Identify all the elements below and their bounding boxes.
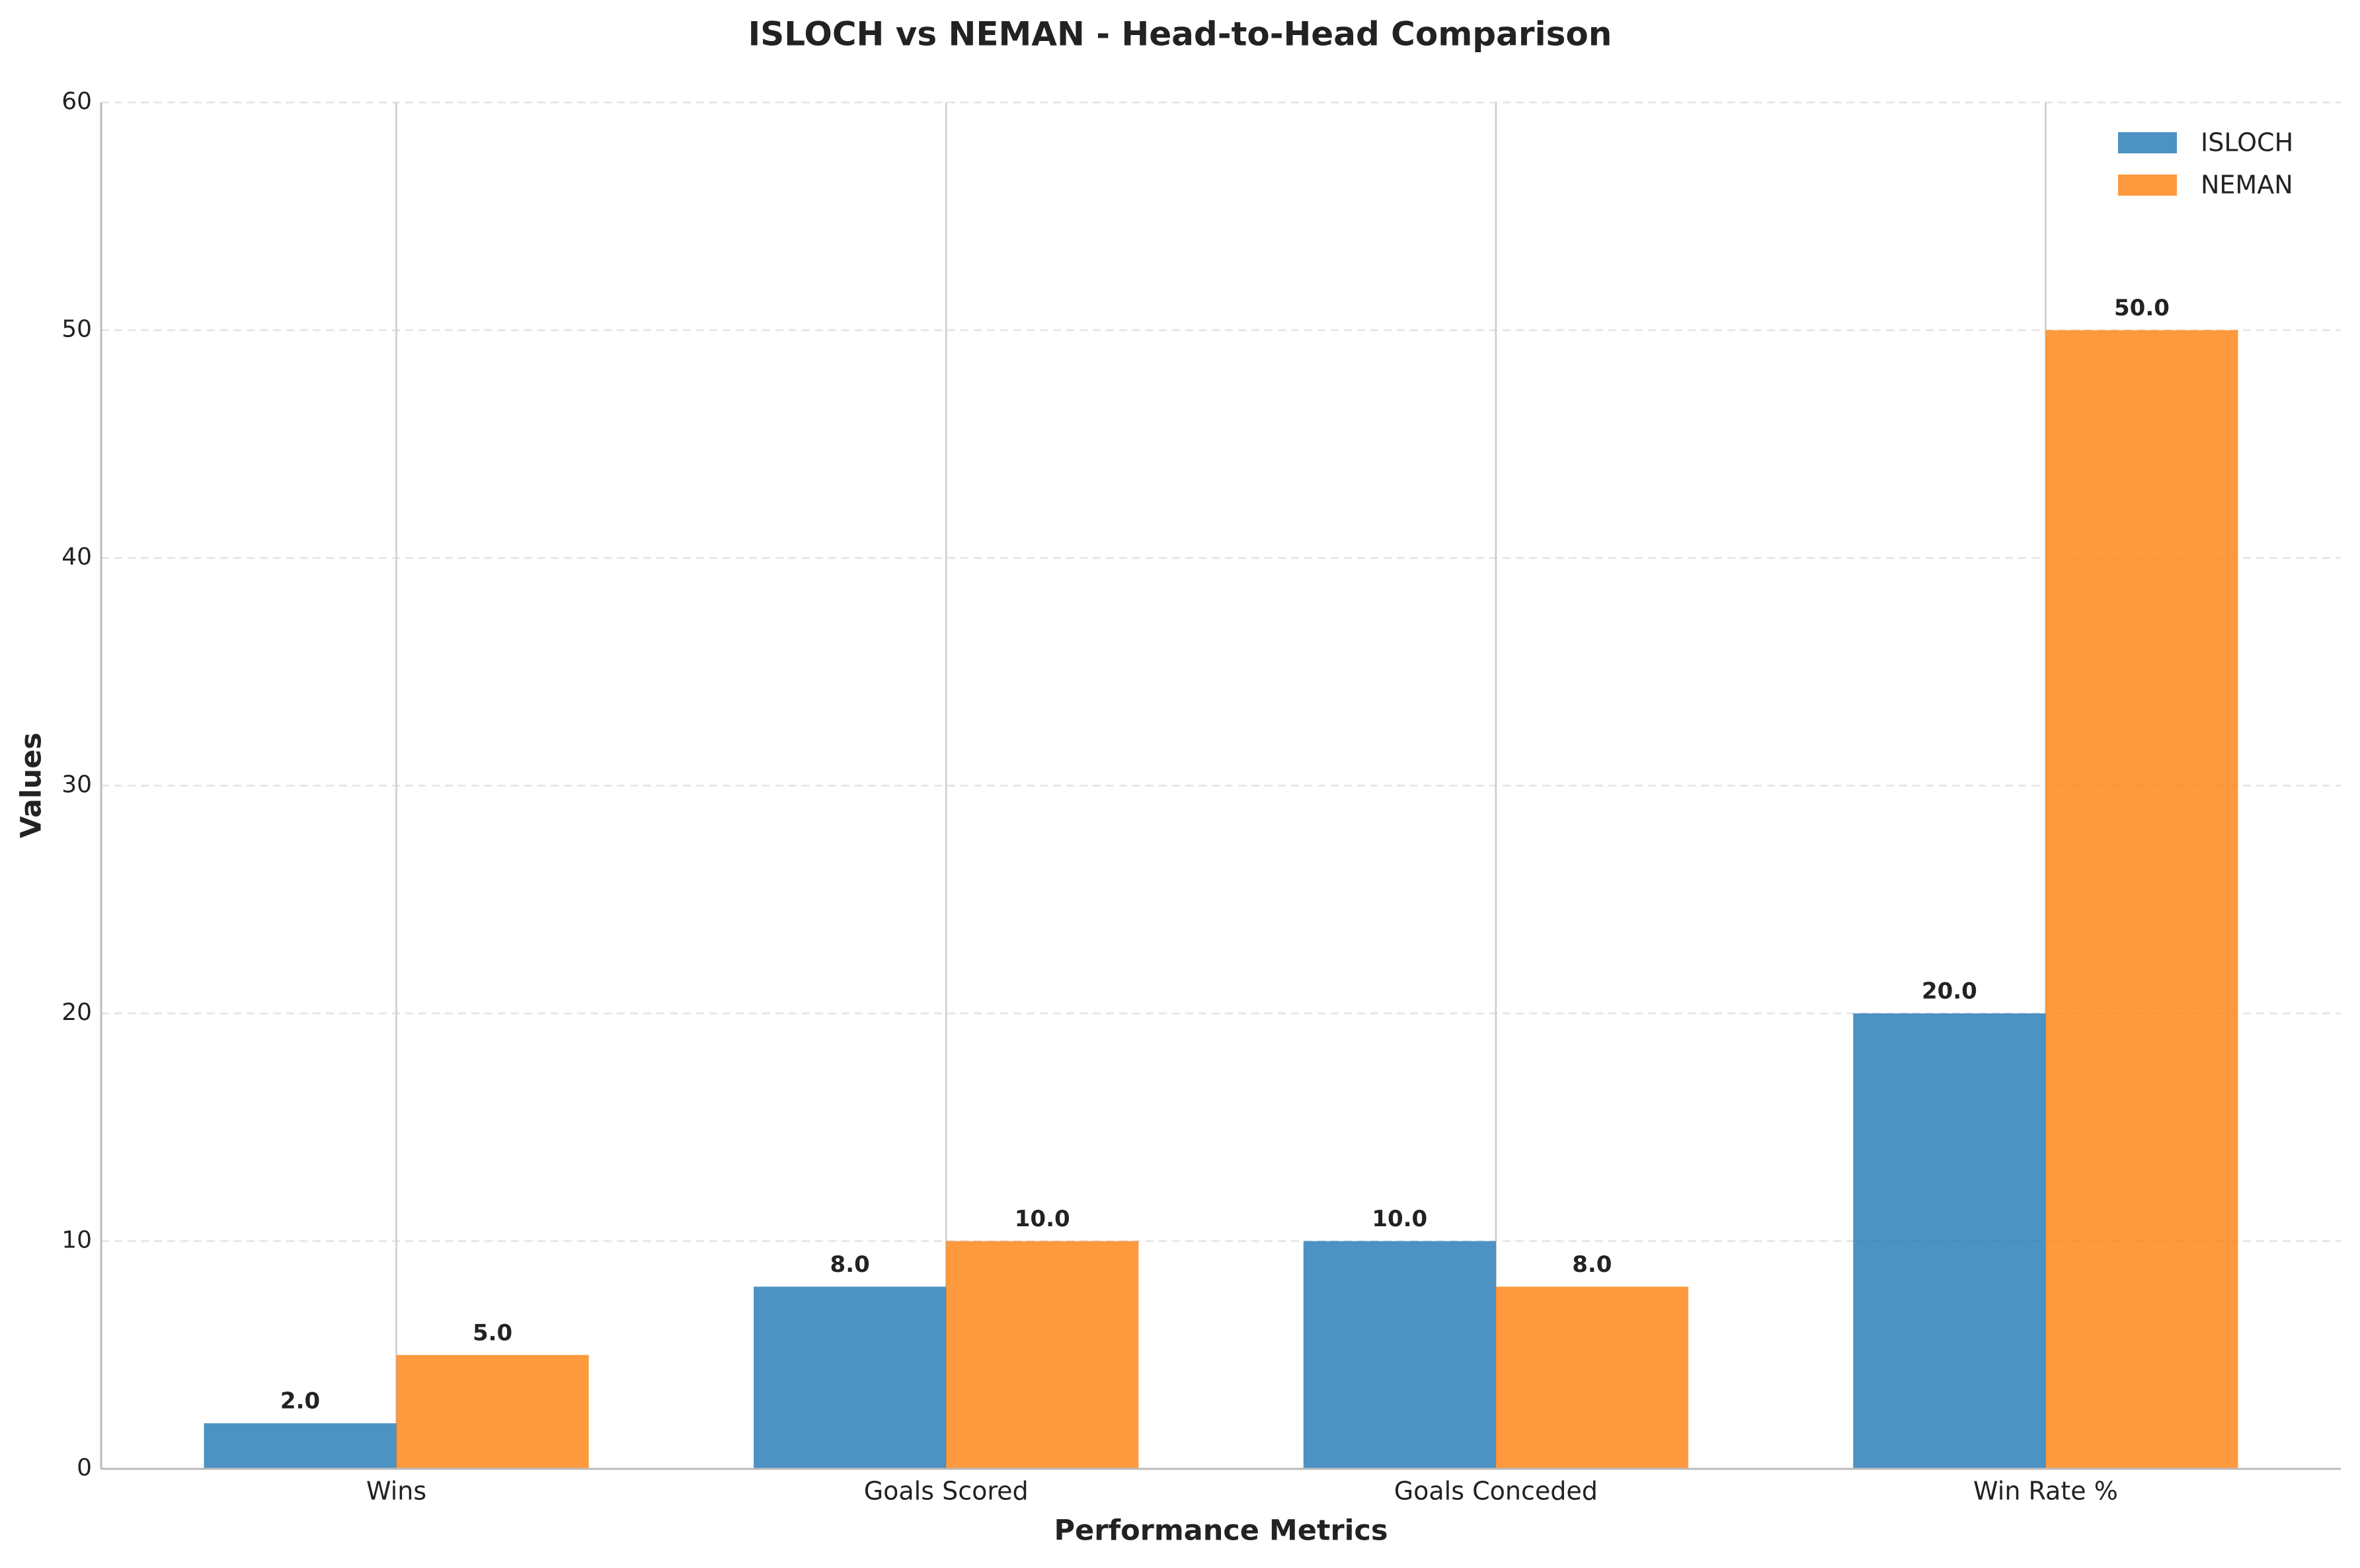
value-label: 20.0 bbox=[1922, 978, 1977, 1005]
bar bbox=[1853, 1013, 2046, 1469]
value-label: 10.0 bbox=[1372, 1206, 1427, 1232]
y-axis-label: Values bbox=[15, 732, 48, 838]
value-label: 5.0 bbox=[473, 1319, 512, 1346]
legend-swatch bbox=[2118, 175, 2177, 196]
y-tick-label: 60 bbox=[61, 88, 92, 115]
bar bbox=[204, 1423, 397, 1469]
y-tick-label: 30 bbox=[61, 771, 92, 799]
value-label: 2.0 bbox=[280, 1388, 320, 1415]
x-tick-label: Goals Conceded bbox=[1394, 1477, 1598, 1506]
value-label: 8.0 bbox=[1572, 1251, 1612, 1278]
bar bbox=[946, 1241, 1139, 1469]
bar bbox=[1303, 1241, 1496, 1469]
bar bbox=[2045, 330, 2238, 1469]
chart-title: ISLOCH vs NEMAN - Head-to-Head Compariso… bbox=[748, 15, 1612, 54]
value-label: 10.0 bbox=[1015, 1206, 1070, 1232]
y-tick-label: 40 bbox=[61, 543, 92, 570]
x-tick-label: Win Rate % bbox=[1973, 1477, 2118, 1506]
value-label: 8.0 bbox=[830, 1251, 870, 1278]
y-tick-label: 0 bbox=[77, 1454, 92, 1481]
value-label: 50.0 bbox=[2114, 295, 2170, 321]
bar bbox=[396, 1354, 589, 1469]
x-tick-label: Goals Scored bbox=[864, 1477, 1029, 1506]
x-tick-label: Wins bbox=[366, 1477, 426, 1506]
legend-swatch bbox=[2118, 132, 2177, 153]
bar bbox=[754, 1286, 947, 1469]
legend-label: NEMAN bbox=[2201, 171, 2293, 200]
y-tick-label: 20 bbox=[61, 999, 92, 1026]
x-axis-label: Performance Metrics bbox=[1054, 1514, 1388, 1548]
legend-label: ISLOCH bbox=[2201, 128, 2293, 157]
y-tick-label: 10 bbox=[61, 1227, 92, 1254]
bar bbox=[1495, 1286, 1688, 1469]
y-tick-label: 50 bbox=[61, 316, 92, 343]
